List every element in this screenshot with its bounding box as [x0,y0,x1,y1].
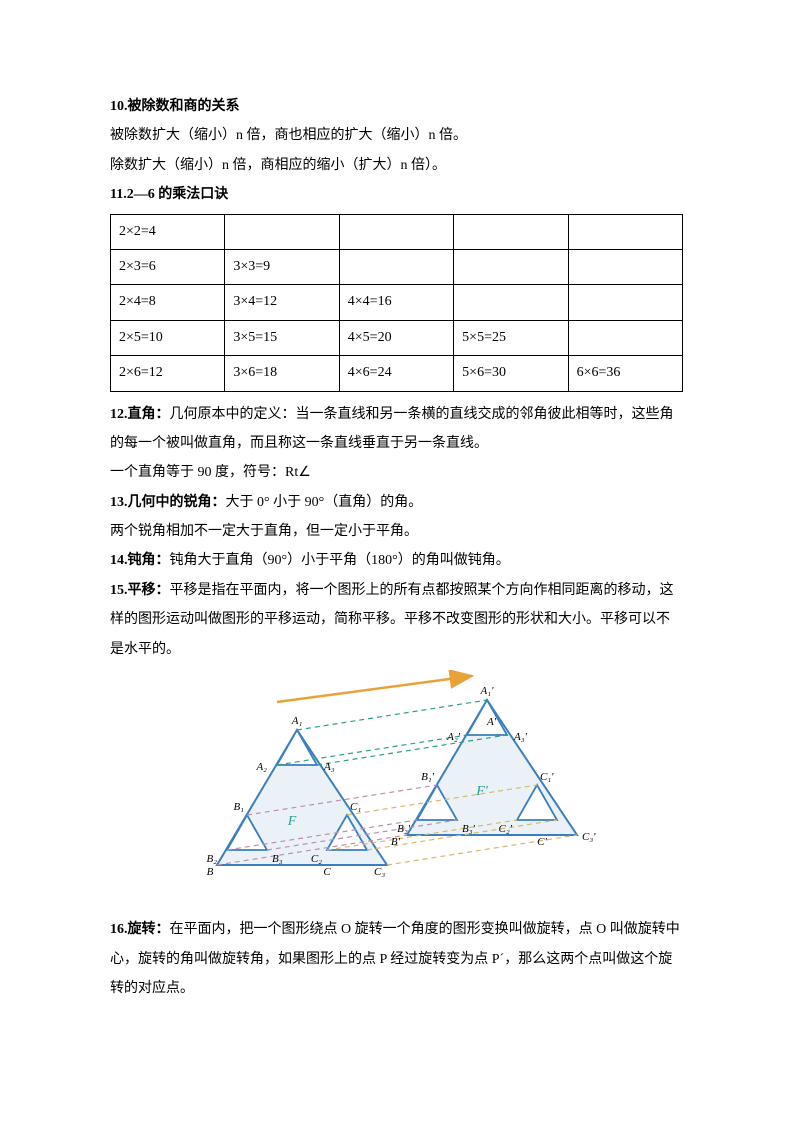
table-cell: 6×6=36 [568,356,682,391]
lbl-B1: B₁ [233,801,244,813]
section-10-line1: 被除数扩大（缩小）n 倍，商也相应的扩大（缩小）n 倍。 [110,121,683,150]
section-13: 13.几何中的锐角：大于 0° 小于 90°（直角）的角。 [110,488,683,517]
table-cell [568,320,682,355]
lbl-C3p: C₃' [582,831,596,843]
section-12-text1: 几何原本中的定义：当一条直线和另一条横的直线交成的邻角彼此相等时，这些角的每一个… [110,407,674,451]
lbl-B2p: B₂' [397,823,411,835]
lbl-B3p: B₃' [462,823,476,835]
section-15-text1: 平移是指在平面内，将一个图形上的所有点都按照某个方向作相同距离的移动，这样的图形… [110,583,674,657]
lbl-B2: B₂ [206,853,217,865]
table-cell: 3×3=9 [225,249,339,284]
lbl-Bp: B' [390,836,400,848]
lbl-A2p: A₂' [446,731,461,743]
section-12: 12.直角：几何原本中的定义：当一条直线和另一条横的直线交成的邻角彼此相等时，这… [110,400,683,459]
lbl-A2: A₂ [255,761,267,773]
table-cell [339,214,453,249]
lbl-B: B [206,866,213,878]
lbl-C2: C₂ [310,853,321,865]
lbl-C1: C₁ [350,801,361,813]
table-cell: 3×5=15 [225,320,339,355]
section-13-label: 13.几何中的锐角： [110,495,226,510]
lbl-C1p: C₁' [540,771,554,783]
lbl-A3p: A₃' [513,731,528,743]
lbl-Ap: A' [486,716,497,728]
lbl-C2p: C₂' [498,823,512,835]
table-cell: 2×6=12 [111,356,225,391]
section-14-text1: 钝角大于直角（90°）小于平角（180°）的角叫做钝角。 [170,553,510,568]
table-cell [568,214,682,249]
table-cell [454,249,568,284]
lbl-C: C [323,866,331,878]
lbl-Fp: F' [475,784,489,799]
table-cell: 4×5=20 [339,320,453,355]
diagram-svg: A₁ A₂ A₃ B₁ B₂ B₃ B C C₁ C₂ C₃ F A₁' A₂'… [182,670,612,900]
table-cell: 3×6=18 [225,356,339,391]
table-row: 2×5=10 3×5=15 4×5=20 5×5=25 [111,320,683,355]
multiplication-table: 2×2=4 2×3=6 3×3=9 2×4=8 3×4=12 4×4=16 2×… [110,214,683,392]
section-13-text1: 大于 0° 小于 90°（直角）的角。 [226,495,423,510]
table-cell: 2×5=10 [111,320,225,355]
section-13-text2: 两个锐角相加不一定大于直角，但一定小于平角。 [110,517,683,546]
section-15-label: 15.平移： [110,583,170,598]
table-cell [568,249,682,284]
table-cell: 2×4=8 [111,285,225,320]
section-14: 14.钝角：钝角大于直角（90°）小于平角（180°）的角叫做钝角。 [110,546,683,575]
lbl-A3: A₃ [323,761,335,773]
lbl-C3: C₃ [374,866,385,878]
table-cell [454,285,568,320]
table-cell: 2×2=4 [111,214,225,249]
table-row: 2×6=12 3×6=18 4×6=24 5×6=30 6×6=36 [111,356,683,391]
section-10-line2: 除数扩大（缩小）n 倍，商相应的缩小（扩大）n 倍）。 [110,151,683,180]
lbl-Cp: C' [537,836,547,848]
section-12-label: 12.直角： [110,407,170,422]
section-15: 15.平移：平移是指在平面内，将一个图形上的所有点都按照某个方向作相同距离的移动… [110,576,683,664]
section-12-text2: 一个直角等于 90 度，符号：Rt∠ [110,458,683,487]
table-row: 2×2=4 [111,214,683,249]
section-16-text1: 在平面内，把一个图形绕点 O 旋转一个角度的图形变换叫做旋转，点 O 叫做旋转中… [110,922,680,996]
table-cell: 5×5=25 [454,320,568,355]
section-16-label: 16.旋转： [110,922,170,937]
table-cell: 5×6=30 [454,356,568,391]
lbl-F: F [286,814,296,829]
table-cell [454,214,568,249]
lbl-B3: B₃ [272,853,283,865]
translation-diagram: A₁ A₂ A₃ B₁ B₂ B₃ B C C₁ C₂ C₃ F A₁' A₂'… [110,670,683,911]
table-cell: 2×3=6 [111,249,225,284]
table-row: 2×3=6 3×3=9 [111,249,683,284]
table-cell: 4×4=16 [339,285,453,320]
table-cell [339,249,453,284]
document-page: 10.被除数和商的关系 被除数扩大（缩小）n 倍，商也相应的扩大（缩小）n 倍。… [0,0,793,1122]
table-cell [568,285,682,320]
lbl-A1p: A₁' [479,685,494,697]
section-16: 16.旋转：在平面内，把一个图形绕点 O 旋转一个角度的图形变换叫做旋转，点 O… [110,915,683,1003]
section-10-title: 10.被除数和商的关系 [110,92,683,121]
table-cell: 4×6=24 [339,356,453,391]
lbl-A1: A₁ [290,715,302,727]
table-row: 2×4=8 3×4=12 4×4=16 [111,285,683,320]
section-11-title: 11.2—6 的乘法口诀 [110,180,683,209]
section-14-label: 14.钝角： [110,553,170,568]
table-cell: 3×4=12 [225,285,339,320]
table-cell [225,214,339,249]
lbl-B1p: B₁' [421,771,435,783]
